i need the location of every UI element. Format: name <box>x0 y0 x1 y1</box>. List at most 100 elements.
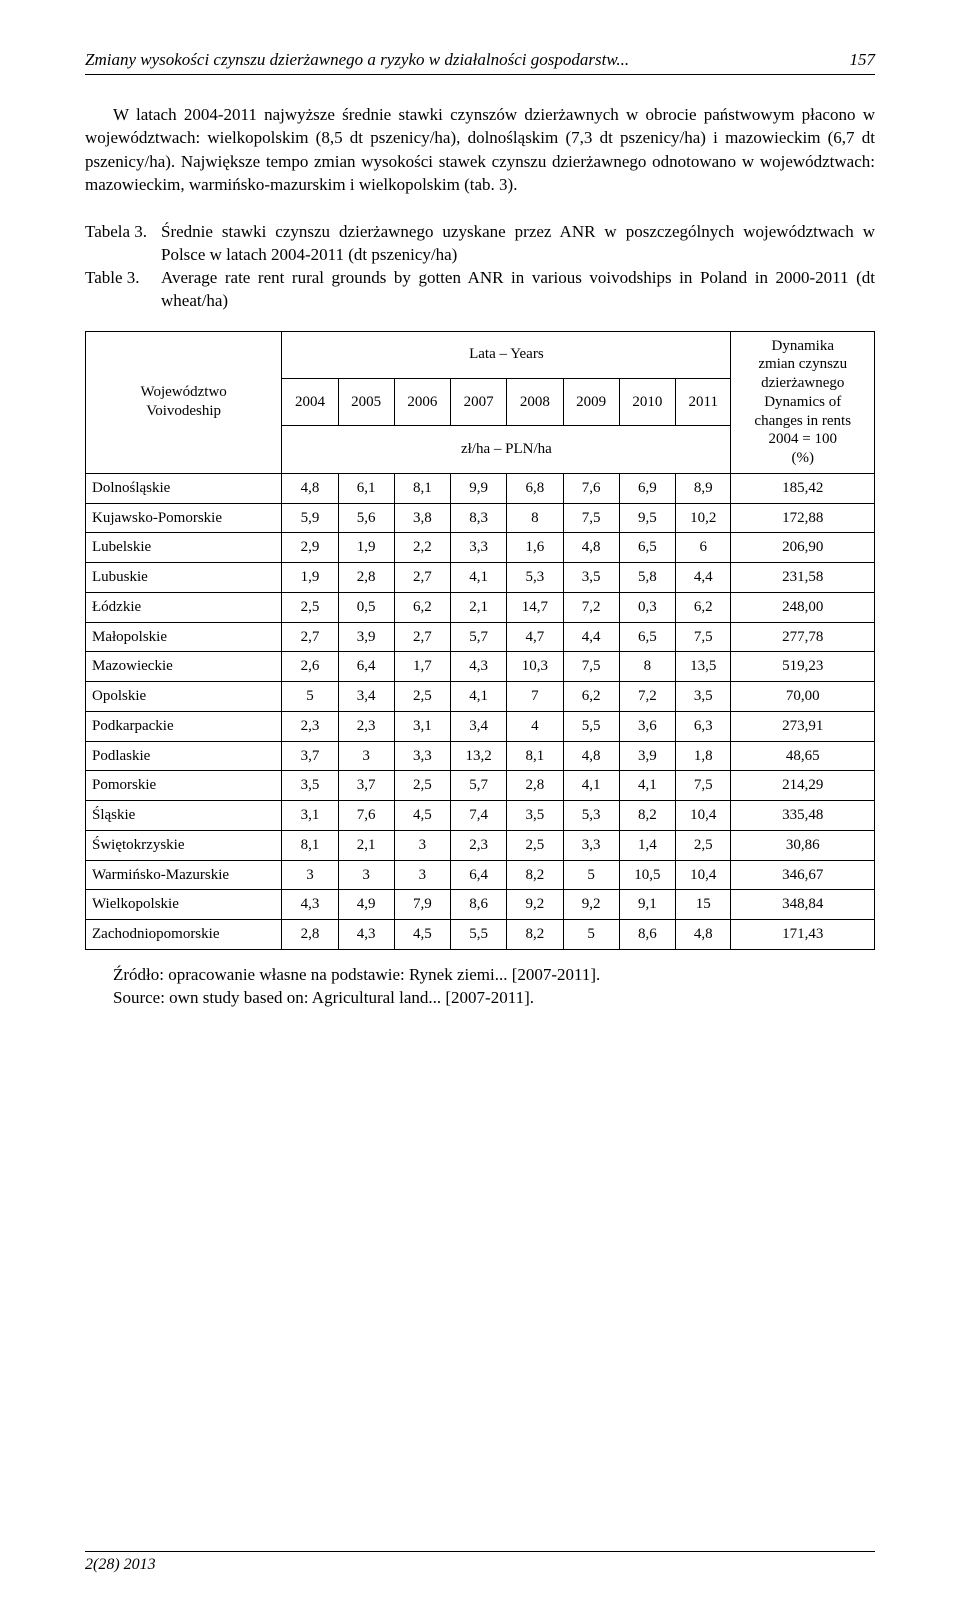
value-cell: 6,5 <box>619 622 675 652</box>
value-cell: 4,5 <box>394 801 450 831</box>
value-cell: 8,6 <box>619 920 675 950</box>
value-cell: 5,8 <box>619 563 675 593</box>
value-cell: 2,1 <box>338 830 394 860</box>
caption-label-en: Table 3. <box>85 267 161 313</box>
row-label: Wielkopolskie <box>86 890 282 920</box>
value-cell: 7,6 <box>563 473 619 503</box>
value-cell: 2,5 <box>394 682 450 712</box>
value-cell: 2,8 <box>282 920 338 950</box>
value-cell: 3,7 <box>282 741 338 771</box>
value-cell: 9,2 <box>563 890 619 920</box>
value-cell: 7,5 <box>563 503 619 533</box>
col-header-years: Lata – Years <box>282 331 731 378</box>
value-cell: 2,6 <box>282 652 338 682</box>
value-cell: 2,5 <box>394 771 450 801</box>
dynamics-cell: 273,91 <box>731 711 875 741</box>
table-row: Mazowieckie2,66,41,74,310,37,5813,5519,2… <box>86 652 875 682</box>
value-cell: 3,3 <box>451 533 507 563</box>
value-cell: 3 <box>394 860 450 890</box>
value-cell: 7,5 <box>563 652 619 682</box>
dynamics-cell: 519,23 <box>731 652 875 682</box>
table-row: Świętokrzyskie8,12,132,32,53,31,42,530,8… <box>86 830 875 860</box>
value-cell: 8,1 <box>394 473 450 503</box>
row-label: Zachodniopomorskie <box>86 920 282 950</box>
value-cell: 4,3 <box>451 652 507 682</box>
footer-rule <box>85 1551 875 1552</box>
year-header: 2007 <box>451 378 507 425</box>
value-cell: 7,5 <box>675 771 731 801</box>
value-cell: 5,3 <box>507 563 563 593</box>
row-label: Opolskie <box>86 682 282 712</box>
running-title: Zmiany wysokości czynszu dzierżawnego a … <box>85 50 629 70</box>
caption-label-pl: Tabela 3. <box>85 221 161 267</box>
value-cell: 8,1 <box>282 830 338 860</box>
value-cell: 2,3 <box>282 711 338 741</box>
value-cell: 4,8 <box>282 473 338 503</box>
value-cell: 10,2 <box>675 503 731 533</box>
value-cell: 2,7 <box>394 563 450 593</box>
value-cell: 3,4 <box>338 682 394 712</box>
value-cell: 5,7 <box>451 771 507 801</box>
value-cell: 6,5 <box>619 533 675 563</box>
value-cell: 2,8 <box>507 771 563 801</box>
table-caption-block: Tabela 3. Średnie stawki czynszu dzierża… <box>85 221 875 313</box>
table-row: Kujawsko-Pomorskie5,95,63,88,387,59,510,… <box>86 503 875 533</box>
table-row: Łódzkie2,50,56,22,114,77,20,36,2248,00 <box>86 592 875 622</box>
value-cell: 5 <box>282 682 338 712</box>
value-cell: 4,8 <box>563 533 619 563</box>
value-cell: 6,1 <box>338 473 394 503</box>
value-cell: 8,9 <box>675 473 731 503</box>
value-cell: 5,5 <box>563 711 619 741</box>
value-cell: 4,3 <box>282 890 338 920</box>
table-body: Dolnośląskie4,86,18,19,96,87,66,98,9185,… <box>86 473 875 949</box>
row-label: Warmińsko-Mazurskie <box>86 860 282 890</box>
value-cell: 2,3 <box>451 830 507 860</box>
value-cell: 8,2 <box>619 801 675 831</box>
table-row: Podkarpackie2,32,33,13,445,53,66,3273,91 <box>86 711 875 741</box>
table-row: Wielkopolskie4,34,97,98,69,29,29,115348,… <box>86 890 875 920</box>
source-line-pl: Źródło: opracowanie własne na podstawie:… <box>85 964 875 987</box>
value-cell: 9,1 <box>619 890 675 920</box>
row-label: Śląskie <box>86 801 282 831</box>
table-head-row-1: Województwo Voivodeship Lata – Years Dyn… <box>86 331 875 378</box>
dynamics-cell: 185,42 <box>731 473 875 503</box>
value-cell: 1,4 <box>619 830 675 860</box>
value-cell: 2,5 <box>675 830 731 860</box>
row-label: Podkarpackie <box>86 711 282 741</box>
dynamics-cell: 277,78 <box>731 622 875 652</box>
value-cell: 7,6 <box>338 801 394 831</box>
table-row: Dolnośląskie4,86,18,19,96,87,66,98,9185,… <box>86 473 875 503</box>
row-label: Pomorskie <box>86 771 282 801</box>
page: Zmiany wysokości czynszu dzierżawnego a … <box>0 0 960 1614</box>
value-cell: 7,9 <box>394 890 450 920</box>
value-cell: 4,7 <box>507 622 563 652</box>
value-cell: 5 <box>563 860 619 890</box>
value-cell: 7,2 <box>563 592 619 622</box>
value-cell: 4,4 <box>675 563 731 593</box>
value-cell: 3,9 <box>619 741 675 771</box>
value-cell: 4,5 <box>394 920 450 950</box>
value-cell: 5,3 <box>563 801 619 831</box>
page-number: 157 <box>850 50 876 70</box>
value-cell: 8,6 <box>451 890 507 920</box>
value-cell: 0,5 <box>338 592 394 622</box>
value-cell: 3,3 <box>563 830 619 860</box>
table-row: Śląskie3,17,64,57,43,55,38,210,4335,48 <box>86 801 875 831</box>
row-label: Małopolskie <box>86 622 282 652</box>
value-cell: 3,4 <box>451 711 507 741</box>
caption-row-en: Table 3. Average rate rent rural grounds… <box>85 267 875 313</box>
value-cell: 8 <box>507 503 563 533</box>
value-cell: 2,5 <box>507 830 563 860</box>
rent-table: Województwo Voivodeship Lata – Years Dyn… <box>85 331 875 950</box>
value-cell: 6,8 <box>507 473 563 503</box>
footer-text: 2(28) 2013 <box>85 1556 156 1573</box>
col-header-voivodeship: Województwo Voivodeship <box>86 331 282 473</box>
table-row: Lubelskie2,91,92,23,31,64,86,56206,90 <box>86 533 875 563</box>
value-cell: 6,3 <box>675 711 731 741</box>
row-label: Mazowieckie <box>86 652 282 682</box>
dynamics-cell: 335,48 <box>731 801 875 831</box>
value-cell: 3,5 <box>507 801 563 831</box>
value-cell: 2,7 <box>394 622 450 652</box>
table-row: Podlaskie3,733,313,28,14,83,91,848,65 <box>86 741 875 771</box>
value-cell: 6,2 <box>563 682 619 712</box>
